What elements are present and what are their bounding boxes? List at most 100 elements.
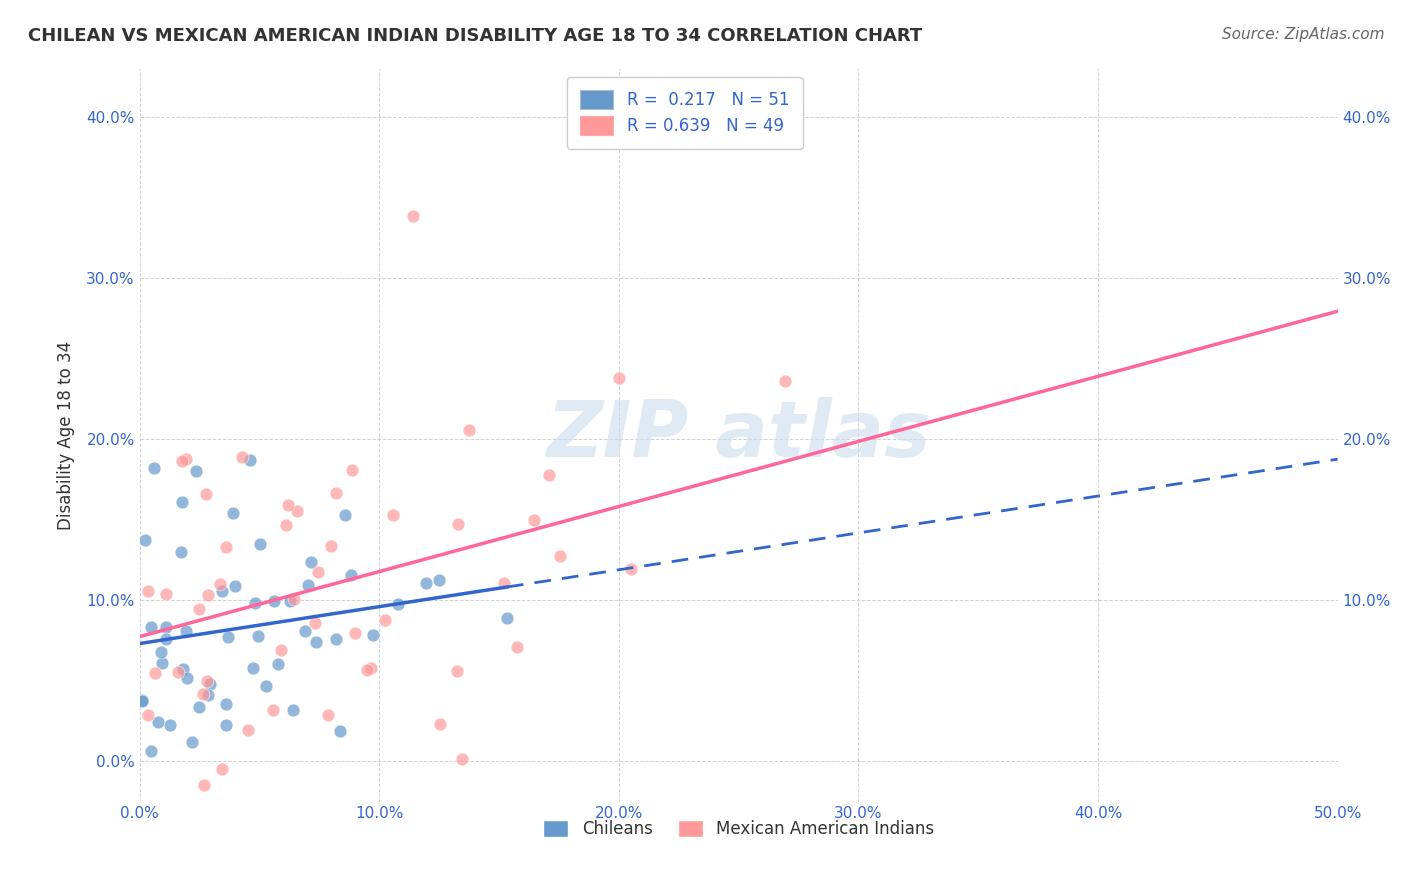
Point	[343, 626, 366, 640]
Point	[214, 698, 236, 712]
Point	[319, 539, 342, 553]
Point	[447, 517, 470, 532]
Point	[458, 423, 481, 437]
Point	[263, 594, 285, 608]
Point	[773, 374, 796, 388]
Point	[131, 693, 153, 707]
Point	[329, 723, 352, 738]
Point	[242, 661, 264, 675]
Point	[143, 665, 166, 680]
Point	[267, 657, 290, 671]
Point	[217, 630, 239, 644]
Point	[538, 467, 561, 482]
Point	[316, 708, 339, 723]
Point	[285, 504, 308, 518]
Point	[211, 584, 233, 599]
Point	[155, 632, 177, 646]
Point	[155, 620, 177, 634]
Point	[249, 536, 271, 550]
Point	[231, 450, 253, 464]
Point	[342, 463, 364, 477]
Point	[427, 573, 450, 587]
Point	[297, 578, 319, 592]
Point	[215, 718, 238, 732]
Point	[270, 643, 292, 657]
Point	[222, 506, 245, 520]
Point	[170, 495, 193, 509]
Point	[360, 661, 382, 675]
Legend: Chileans, Mexican American Indians: Chileans, Mexican American Indians	[537, 813, 941, 845]
Point	[139, 744, 162, 758]
Point	[607, 371, 630, 385]
Point	[374, 613, 396, 627]
Point	[243, 596, 266, 610]
Point	[494, 575, 516, 590]
Point	[325, 632, 347, 647]
Point	[281, 703, 304, 717]
Point	[187, 602, 209, 616]
Point	[136, 583, 159, 598]
Point	[450, 752, 472, 766]
Point	[246, 629, 269, 643]
Text: CHILEAN VS MEXICAN AMERICAN INDIAN DISABILITY AGE 18 TO 34 CORRELATION CHART: CHILEAN VS MEXICAN AMERICAN INDIAN DISAB…	[28, 27, 922, 45]
Point	[277, 498, 299, 512]
Point	[159, 717, 181, 731]
Point	[195, 674, 218, 689]
Point	[415, 576, 437, 591]
Point	[274, 517, 297, 532]
Point	[446, 664, 468, 678]
Point	[325, 485, 347, 500]
Point	[143, 461, 166, 475]
Point	[198, 677, 221, 691]
Point	[208, 577, 231, 591]
Text: ZIP atlas: ZIP atlas	[547, 397, 931, 473]
Point	[429, 716, 451, 731]
Text: Source: ZipAtlas.com: Source: ZipAtlas.com	[1222, 27, 1385, 42]
Point	[174, 451, 197, 466]
Point	[505, 640, 527, 655]
Point	[278, 594, 301, 608]
Point	[361, 628, 384, 642]
Point	[170, 545, 193, 559]
Point	[283, 592, 305, 607]
Point	[254, 680, 277, 694]
Point	[548, 549, 571, 563]
Point	[134, 533, 156, 547]
Point	[184, 464, 207, 478]
Point	[150, 645, 173, 659]
Point	[402, 209, 425, 223]
Point	[136, 707, 159, 722]
Point	[215, 540, 238, 554]
Point	[307, 565, 329, 579]
Point	[305, 634, 328, 648]
Point	[304, 615, 326, 630]
Point	[150, 657, 173, 671]
Point	[224, 579, 246, 593]
Point	[194, 487, 217, 501]
Point	[139, 620, 162, 634]
Point	[236, 723, 259, 737]
Point	[155, 587, 177, 601]
Point	[294, 624, 316, 639]
Point	[262, 702, 284, 716]
Point	[620, 562, 643, 576]
Point	[166, 665, 188, 679]
Point	[176, 671, 198, 685]
Point	[356, 663, 378, 677]
Point	[382, 508, 405, 523]
Point	[197, 588, 219, 602]
Point	[340, 568, 363, 582]
Y-axis label: Disability Age 18 to 34: Disability Age 18 to 34	[58, 341, 75, 530]
Point	[299, 555, 322, 569]
Point	[188, 700, 211, 714]
Point	[197, 689, 219, 703]
Point	[146, 714, 169, 729]
Point	[172, 662, 194, 676]
Point	[191, 687, 214, 701]
Point	[387, 597, 409, 611]
Point	[172, 454, 194, 468]
Point	[180, 735, 202, 749]
Point	[193, 779, 215, 793]
Point	[523, 513, 546, 527]
Point	[496, 610, 519, 624]
